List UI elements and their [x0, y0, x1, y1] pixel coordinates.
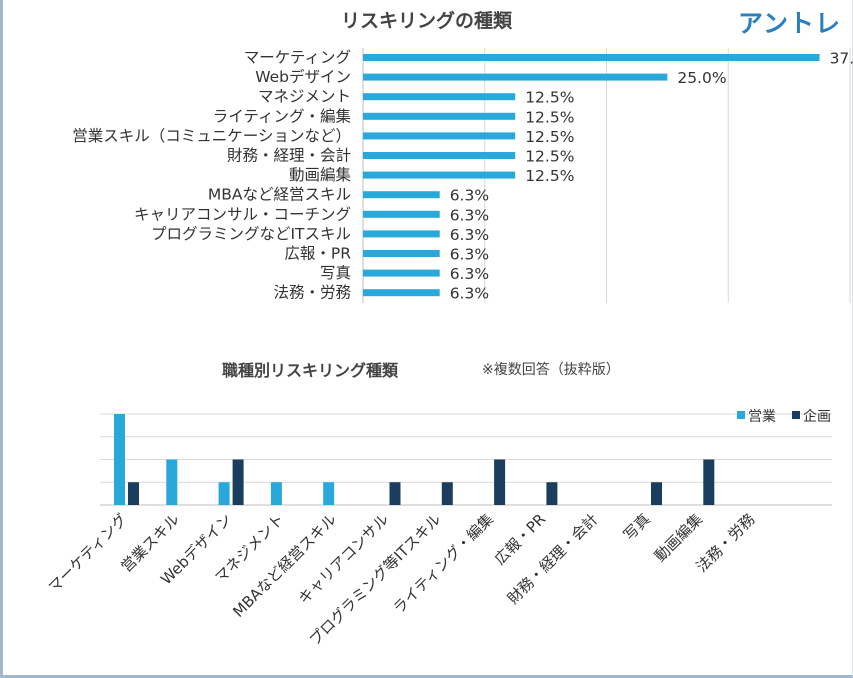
- chart1-category-label: Webデザイン: [255, 67, 351, 86]
- chart1-category-label: 営業スキル（コミュニケーションなど）: [72, 127, 351, 145]
- chart1-bar: [363, 73, 668, 81]
- chart1-value-label: 12.5%: [525, 148, 574, 166]
- chart2-bar: [218, 482, 230, 505]
- chart2-bar: [166, 459, 178, 505]
- chart1-bar: [363, 191, 440, 199]
- chart1-category-label: 動画編集: [289, 166, 351, 184]
- chart2-bar: [323, 482, 335, 505]
- chart2-category-label: ライティング・編集: [390, 510, 497, 617]
- chart2-bar: [270, 482, 282, 505]
- chart2-bar: [651, 482, 662, 505]
- chart1-bar: [363, 93, 516, 101]
- chart1-bar: [363, 250, 440, 257]
- chart1-value-label: 6.3%: [450, 187, 489, 205]
- chart1-bar: [363, 152, 516, 159]
- chart1-category-label: 写真: [320, 264, 351, 282]
- chart1-bar: [363, 171, 516, 179]
- chart1-category-label: マーケティング: [244, 49, 351, 67]
- chart1-value-label: 6.3%: [450, 206, 489, 224]
- chart1-value-label: 12.5%: [525, 89, 574, 107]
- chart2-bar: [441, 482, 453, 505]
- chart1-title: リスキリングの種類: [340, 10, 512, 32]
- chart2-bar: [703, 459, 715, 505]
- chart1-category-label: 広報・PR: [284, 245, 351, 263]
- chart1-svg: マーケティング 37.5% Webデザイン 25.0% マネジメント 12.5% ライティン…: [72, 48, 853, 303]
- chart1-category-label: プログラミングなどITスキル: [151, 225, 351, 243]
- chart1-category-label: ライティング・編集: [213, 107, 351, 125]
- chart1-bar: [363, 230, 440, 238]
- chart1-value-label: 12.5%: [525, 167, 574, 185]
- chart2-legend-swatch: [737, 411, 745, 419]
- chart2-category-label: 財務・経理・会計: [504, 510, 602, 608]
- chart2-legend-swatch: [792, 411, 800, 419]
- chart2-note: ※複数回答（抜粋版）: [482, 362, 620, 378]
- chart1-bar: [363, 210, 440, 218]
- chart1-value-label: 6.3%: [450, 226, 489, 244]
- chart1-value-label: 12.5%: [525, 108, 574, 126]
- chart1-value-label: 25.0%: [677, 69, 726, 87]
- chart1-category-label: 財務・経理・会計: [227, 147, 351, 165]
- chart1-category-label: マネジメント: [258, 88, 351, 106]
- chart1-bar: [363, 54, 820, 61]
- chart1-value-label: 37.5%: [830, 50, 853, 68]
- chart1-value-label: 6.3%: [450, 265, 489, 283]
- chart1-bar: [363, 112, 516, 120]
- chart1-bar: [363, 269, 440, 277]
- chart1-category-label: MBAなど経営スキル: [208, 186, 351, 204]
- chart2-category-label: キャリアコンサル: [295, 510, 393, 608]
- chart1-bar: [363, 132, 516, 140]
- chart2-bar: [114, 414, 125, 505]
- chart1-category-label: 法務・労務: [273, 284, 351, 302]
- chart2-bar: [389, 482, 401, 505]
- chart1-bar: [363, 289, 440, 297]
- chart1-value-label: 12.5%: [525, 128, 574, 146]
- chart2-legend-label: 営業: [748, 409, 776, 425]
- chart2-bar: [232, 459, 244, 505]
- chart2-bar: [128, 482, 139, 505]
- chart2-bar: [494, 459, 506, 505]
- chart2-category-label: 写真: [620, 510, 654, 544]
- chart2-title: 職種別リスキリング種類: [222, 361, 399, 380]
- antore-logo: アントレ: [738, 9, 842, 38]
- chart2-legend-label: 企画: [803, 408, 831, 425]
- chart1-category-label: キャリアコンサル・コーチング: [134, 205, 351, 223]
- chart2-category-label: マーケティング: [45, 510, 131, 596]
- chart1-value-label: 6.3%: [450, 285, 489, 303]
- chart1-value-label: 6.3%: [450, 246, 489, 264]
- chart2-bar: [546, 482, 558, 505]
